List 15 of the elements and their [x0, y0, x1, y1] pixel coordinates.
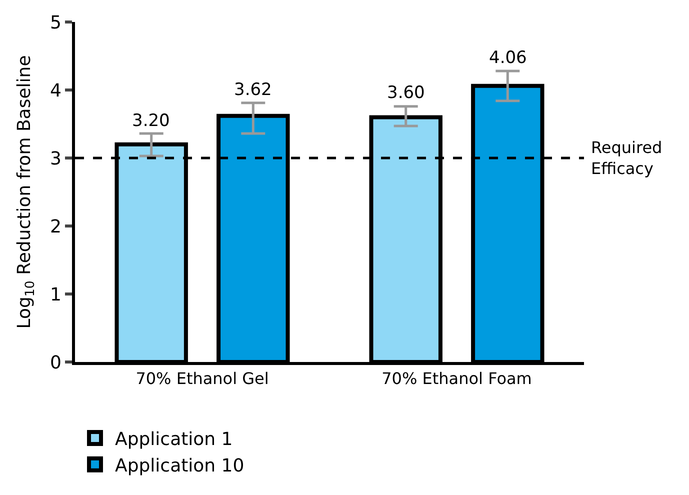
y-tick-label: 3 [50, 148, 62, 170]
y-tick-label: 1 [50, 284, 62, 306]
y-tick-label: 4 [50, 80, 62, 102]
data-label: 3.62 [234, 80, 272, 100]
ref-line-label: Required Efficacy [591, 138, 662, 178]
y-tick-label: 0 [50, 352, 62, 374]
legend-label: Application 1 [115, 429, 233, 450]
data-label: 3.60 [387, 83, 425, 103]
y-tick-label: 5 [50, 12, 62, 34]
x-tick-label: 70% Ethanol Foam [382, 369, 532, 388]
x-tick-label: 70% Ethanol Gel [136, 369, 269, 388]
data-label: 3.20 [132, 111, 170, 131]
y-tick-label: 2 [50, 216, 62, 238]
legend-label: Application 10 [115, 455, 244, 476]
data-label: 4.06 [489, 48, 527, 68]
